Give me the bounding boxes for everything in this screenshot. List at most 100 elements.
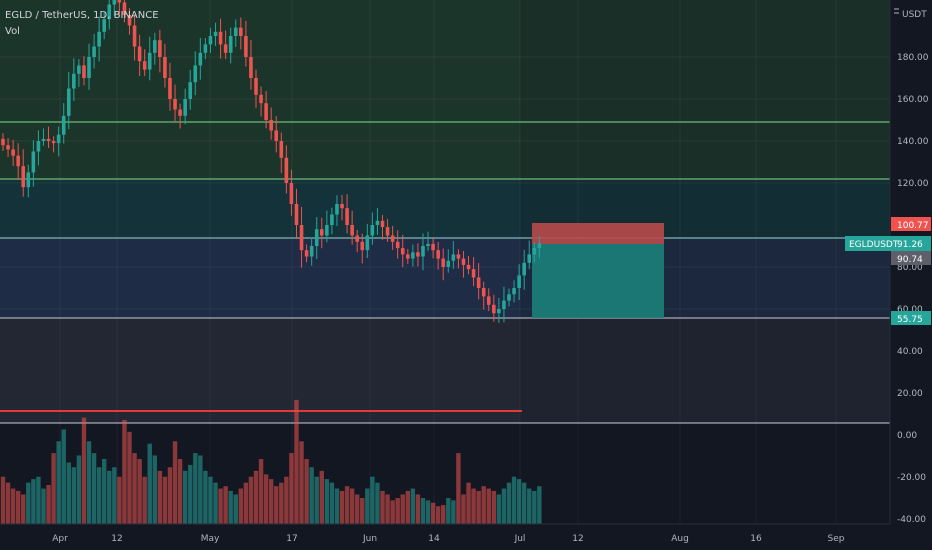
candle-body [502,300,506,309]
candle-body [193,65,198,83]
candle-body [254,78,258,95]
time-label-10: Sep [828,534,845,544]
volume-bar [420,498,426,524]
candle-body [21,166,26,188]
time-label-1: 12 [111,534,122,544]
time-axis[interactable]: Apr 12 May 17 Jun 14 Jul 12 Aug 16 Sep [52,534,845,544]
candle-body [497,309,501,314]
volume-bar [66,462,71,524]
candle-body [421,246,425,257]
volume-bar [349,488,355,524]
price-axis[interactable] [890,0,932,550]
candle-body [325,225,329,236]
time-label-9: 16 [750,534,762,544]
volume-bar [375,482,380,524]
volume-bar [147,443,152,524]
volume-bar [157,470,163,524]
candle-body [304,250,309,257]
volume-bar [61,429,66,524]
volume-bar [142,476,147,524]
volume-bar [481,486,486,524]
stop-price-tag: 100.77 [891,217,931,231]
volume-bar [400,494,405,524]
candle-body [31,151,36,173]
volume-bar [46,485,51,524]
volume-bar [258,459,264,524]
position-target-box[interactable] [532,244,664,318]
currency-menu-icon[interactable] [894,8,899,14]
symbol-title[interactable]: EGLD / TetherUS, 1D, BINANCE [5,10,159,21]
future-shade [520,0,890,423]
volume-bar [441,505,446,524]
volume-bar [466,482,471,524]
candle-body [294,204,299,225]
candle-body [61,115,66,135]
time-label-3: 17 [286,534,297,544]
candle-body [173,99,177,110]
candle-body [370,225,375,236]
volume-bar [415,494,421,524]
candle-body [451,254,456,261]
volume-bar [152,455,157,524]
volume-bar [10,488,16,524]
candle-body [16,155,20,167]
volume-bar [294,399,299,524]
candle-body [203,44,208,53]
candle-body [365,235,370,251]
volume-bar [132,453,137,524]
zone-bottom [0,318,890,423]
volume-bar [182,470,188,524]
volume-label[interactable]: Vol [5,26,20,37]
volume-bar [476,490,481,524]
candle-body [274,130,279,141]
volume-bar [15,490,21,524]
stop-price-text: 100.77 [897,221,929,231]
candle-body [11,149,15,156]
candle-body [446,260,451,267]
price-tick-labels: 180.00 160.00 140.00 120.00 80.00 60.00 40.00 2… [897,53,929,525]
candle-body [441,258,446,267]
currency-label[interactable]: USDT [902,10,927,20]
position-stop-box[interactable] [532,223,664,244]
volume-bar [284,476,289,524]
candle-body [279,141,284,158]
volume-bar [193,453,198,524]
candle-body [198,52,203,66]
volume-bar [71,467,77,524]
volume-bar [471,488,476,524]
candle-body [284,157,289,183]
price-tick-10: -40.00 [897,515,926,525]
candle-body [537,243,542,249]
candle-body [259,94,263,104]
volume-bar [41,488,46,524]
candle-body [355,235,359,242]
volume-bar [299,441,304,524]
current-price-text: 91.26 [897,240,923,250]
candle-body [26,172,31,188]
volume-bar [0,476,6,524]
candle-body [41,138,46,141]
candle-body [244,36,248,57]
time-label-4: Jun [362,534,377,544]
candle-body [486,296,491,305]
volume-bar [76,455,82,524]
volume-bar [430,502,436,524]
volume-bar [102,459,107,524]
grid-lines [0,0,890,524]
volume-bar [203,470,208,524]
price-tick-7: 20.00 [897,389,923,399]
volume-bar [21,494,26,524]
price-tick-9: -20.00 [897,473,926,483]
candle-body [168,78,172,99]
candle-body [507,294,511,301]
symbol-price-tag: EGLDUSDT 91.26 [845,236,931,251]
volume-bar [360,498,365,524]
candle-body [233,27,238,36]
candle-body [66,88,71,116]
volume-bar [365,488,370,524]
time-label-0: Apr [52,534,68,544]
volume-bar [370,476,375,524]
candle-body [375,220,380,225]
